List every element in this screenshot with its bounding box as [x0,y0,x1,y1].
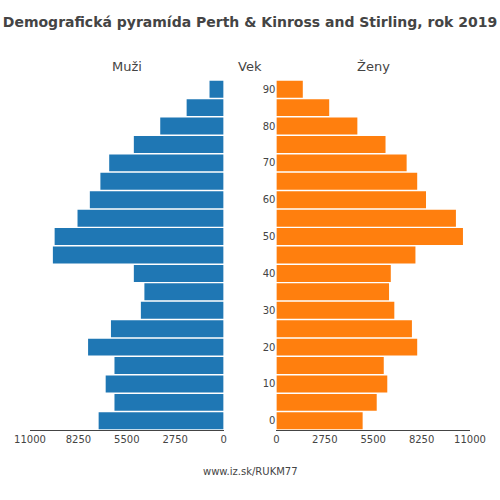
svg-text:70: 70 [263,157,276,168]
svg-text:80: 80 [263,121,276,132]
svg-text:8250: 8250 [66,434,91,445]
svg-text:2750: 2750 [312,434,337,445]
svg-text:Demografická pyramída Perth &: Demografická pyramída Perth & Kinross an… [3,14,497,30]
svg-text:10: 10 [263,378,276,389]
svg-text:Ženy: Ženy [357,59,390,74]
svg-text:5500: 5500 [360,434,385,445]
svg-text:0: 0 [273,434,279,445]
svg-text:50: 50 [263,231,276,242]
svg-text:8250: 8250 [409,434,434,445]
svg-text:0: 0 [220,434,226,445]
svg-text:Muži: Muži [112,59,142,74]
svg-text:11000: 11000 [14,434,46,445]
svg-text:30: 30 [263,305,276,316]
svg-text:0: 0 [269,415,275,426]
svg-text:90: 90 [263,84,276,95]
svg-text:11000: 11000 [454,434,486,445]
svg-text:60: 60 [263,194,276,205]
svg-text:Vek: Vek [238,59,262,74]
svg-text:40: 40 [263,268,276,279]
svg-text:5500: 5500 [114,434,139,445]
svg-text:20: 20 [263,342,276,353]
svg-text:www.iz.sk/RUKM77: www.iz.sk/RUKM77 [203,466,298,477]
svg-text:2750: 2750 [162,434,187,445]
